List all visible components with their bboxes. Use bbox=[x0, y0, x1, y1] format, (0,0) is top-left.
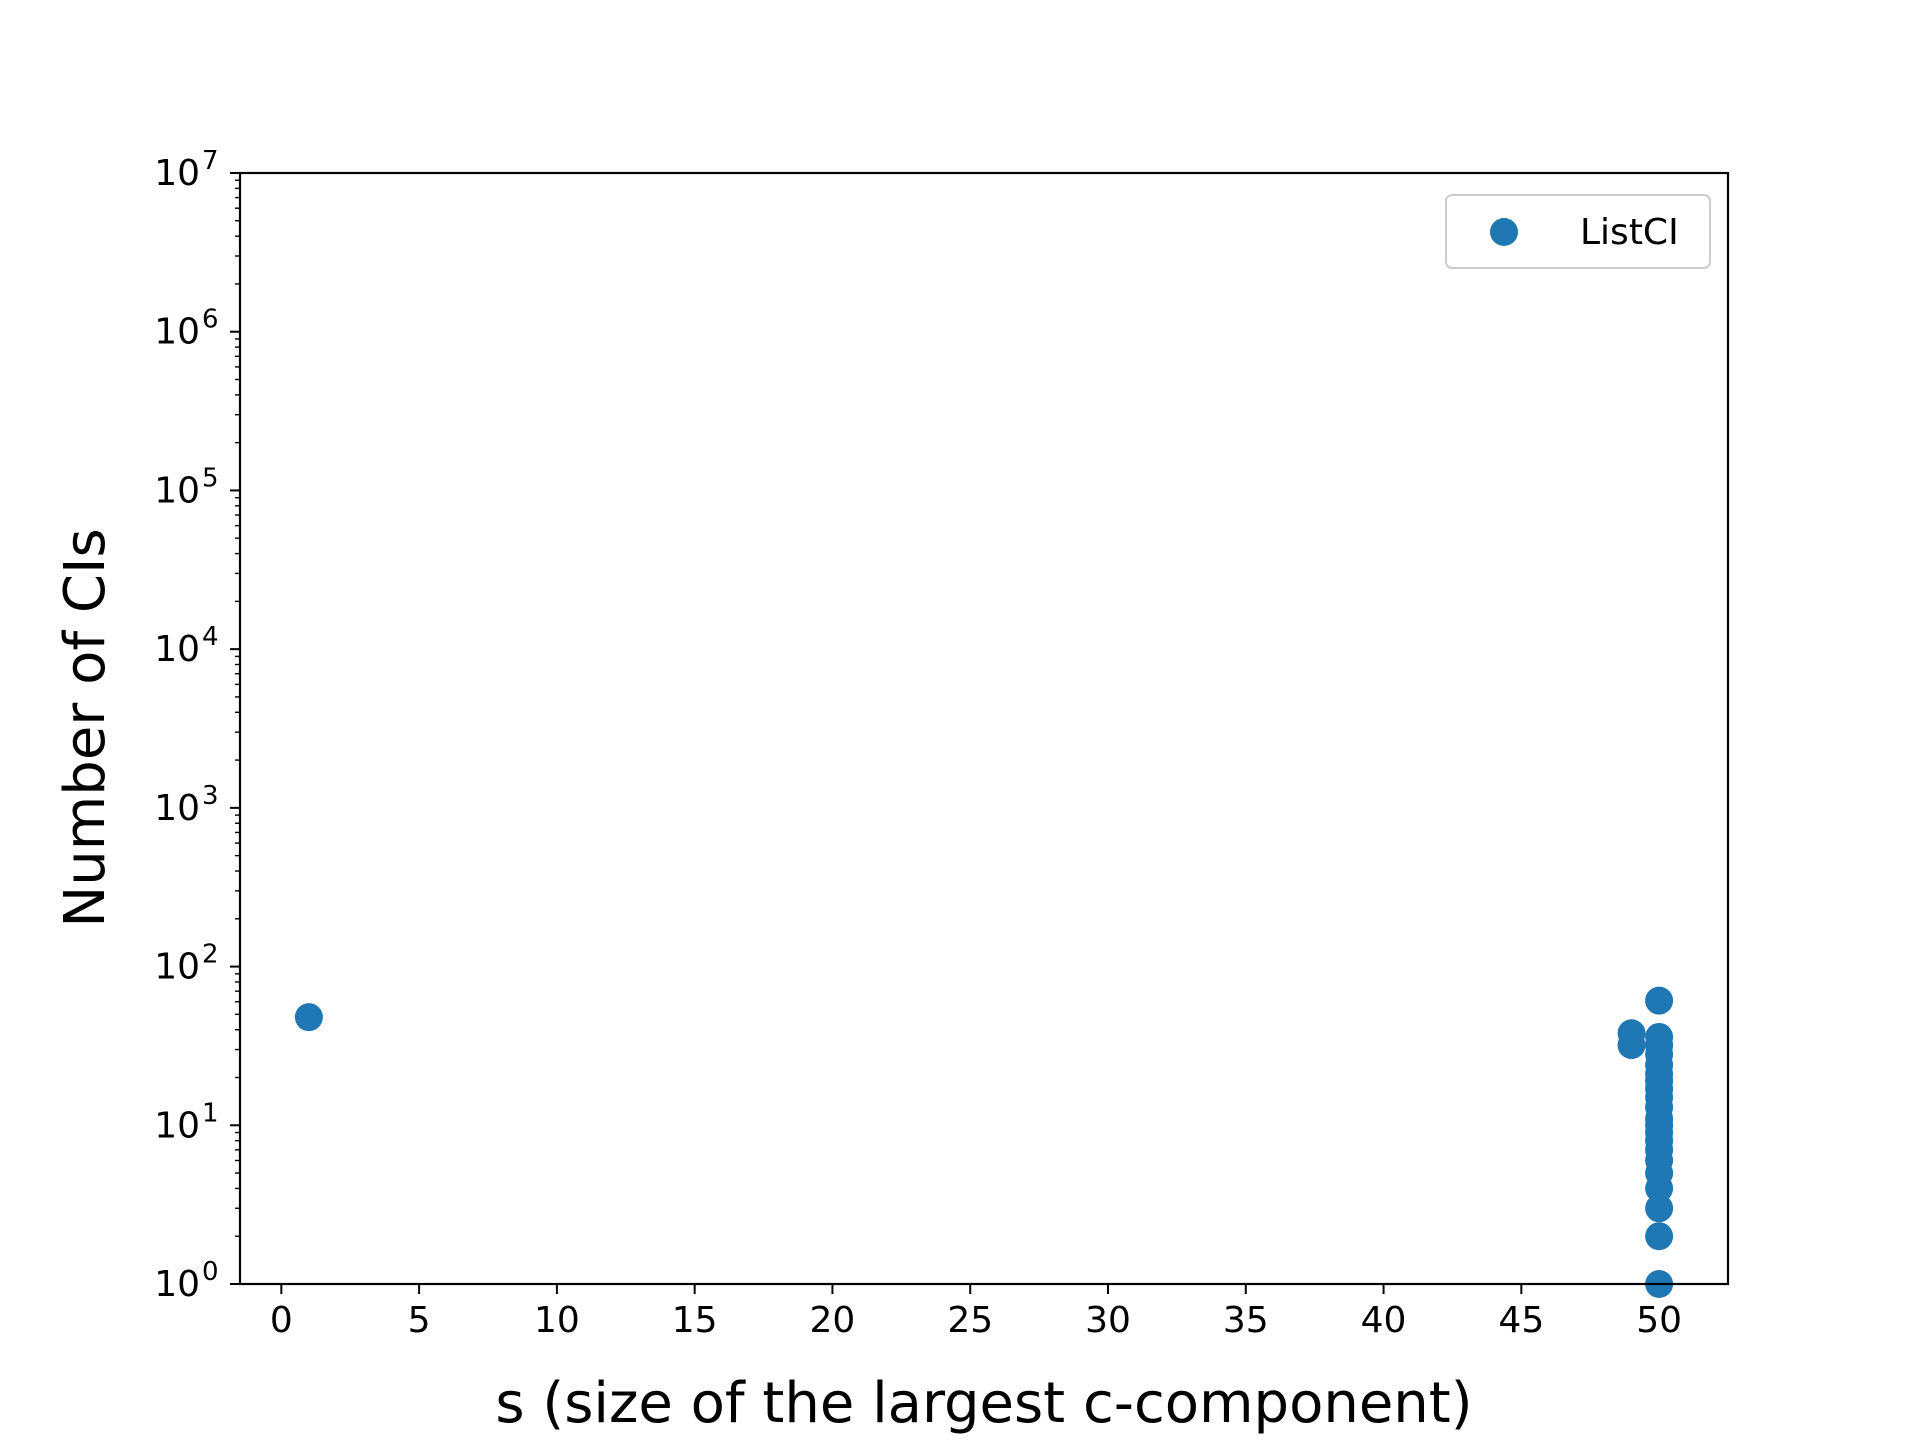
y-axis-label: Number of CIs bbox=[53, 528, 118, 927]
legend-label: ListCI bbox=[1580, 212, 1679, 253]
y-tick-label: 10 bbox=[154, 788, 200, 829]
y-tick-base: 10 bbox=[154, 312, 200, 353]
y-tick-exponent: 7 bbox=[202, 146, 219, 176]
y-tick-exponent: 5 bbox=[202, 463, 219, 493]
y-tick-label: 10 bbox=[154, 1264, 200, 1305]
y-tick-exponent: 2 bbox=[202, 940, 219, 970]
y-tick-exponent: 0 bbox=[202, 1257, 219, 1287]
y-tick-label: 10 bbox=[154, 1105, 200, 1146]
data-point bbox=[294, 1003, 323, 1032]
y-tick-label: 10 bbox=[154, 947, 200, 988]
plot-frame bbox=[238, 171, 1730, 1286]
y-tick-label: 10 bbox=[154, 153, 200, 194]
y-tick-base: 10 bbox=[154, 1105, 200, 1146]
data-point bbox=[1645, 1194, 1674, 1223]
x-tick-label: 25 bbox=[947, 1300, 993, 1341]
data-point bbox=[1645, 986, 1674, 1015]
x-tick-label: 0 bbox=[270, 1300, 293, 1341]
x-tick-label: 45 bbox=[1498, 1300, 1544, 1341]
legend-box bbox=[1445, 194, 1711, 269]
y-tick-base: 10 bbox=[154, 629, 200, 670]
y-tick-label: 10 bbox=[154, 312, 200, 353]
data-point bbox=[1645, 1022, 1674, 1051]
x-axis-label: s (size of the largest c-component) bbox=[495, 1371, 1472, 1436]
y-tick-exponent: 3 bbox=[202, 781, 219, 811]
y-tick-exponent: 4 bbox=[202, 622, 219, 652]
y-tick-base: 10 bbox=[154, 153, 200, 194]
x-tick-label: 15 bbox=[672, 1300, 718, 1341]
y-tick-base: 10 bbox=[154, 1264, 200, 1305]
legend-marker bbox=[1490, 218, 1518, 246]
y-tick-exponent: 1 bbox=[202, 1098, 219, 1128]
data-points bbox=[294, 986, 1674, 1298]
data-point bbox=[1645, 1222, 1674, 1251]
y-tick-base: 10 bbox=[154, 470, 200, 511]
legend: ListCI bbox=[1445, 194, 1711, 269]
y-tick-exponent: 6 bbox=[202, 305, 219, 335]
y-tick-base: 10 bbox=[154, 788, 200, 829]
y-tick-label: 10 bbox=[154, 470, 200, 511]
y-tick-label: 10 bbox=[154, 629, 200, 670]
x-tick-label: 40 bbox=[1361, 1300, 1407, 1341]
x-tick-label: 30 bbox=[1085, 1300, 1131, 1341]
y-tick-base: 10 bbox=[154, 947, 200, 988]
x-tick-label: 50 bbox=[1636, 1300, 1682, 1341]
x-tick-label: 10 bbox=[534, 1300, 580, 1341]
x-tick-label: 35 bbox=[1223, 1300, 1269, 1341]
x-tick-label: 5 bbox=[408, 1300, 431, 1341]
data-point bbox=[1617, 1031, 1646, 1060]
x-tick-label: 20 bbox=[810, 1300, 856, 1341]
